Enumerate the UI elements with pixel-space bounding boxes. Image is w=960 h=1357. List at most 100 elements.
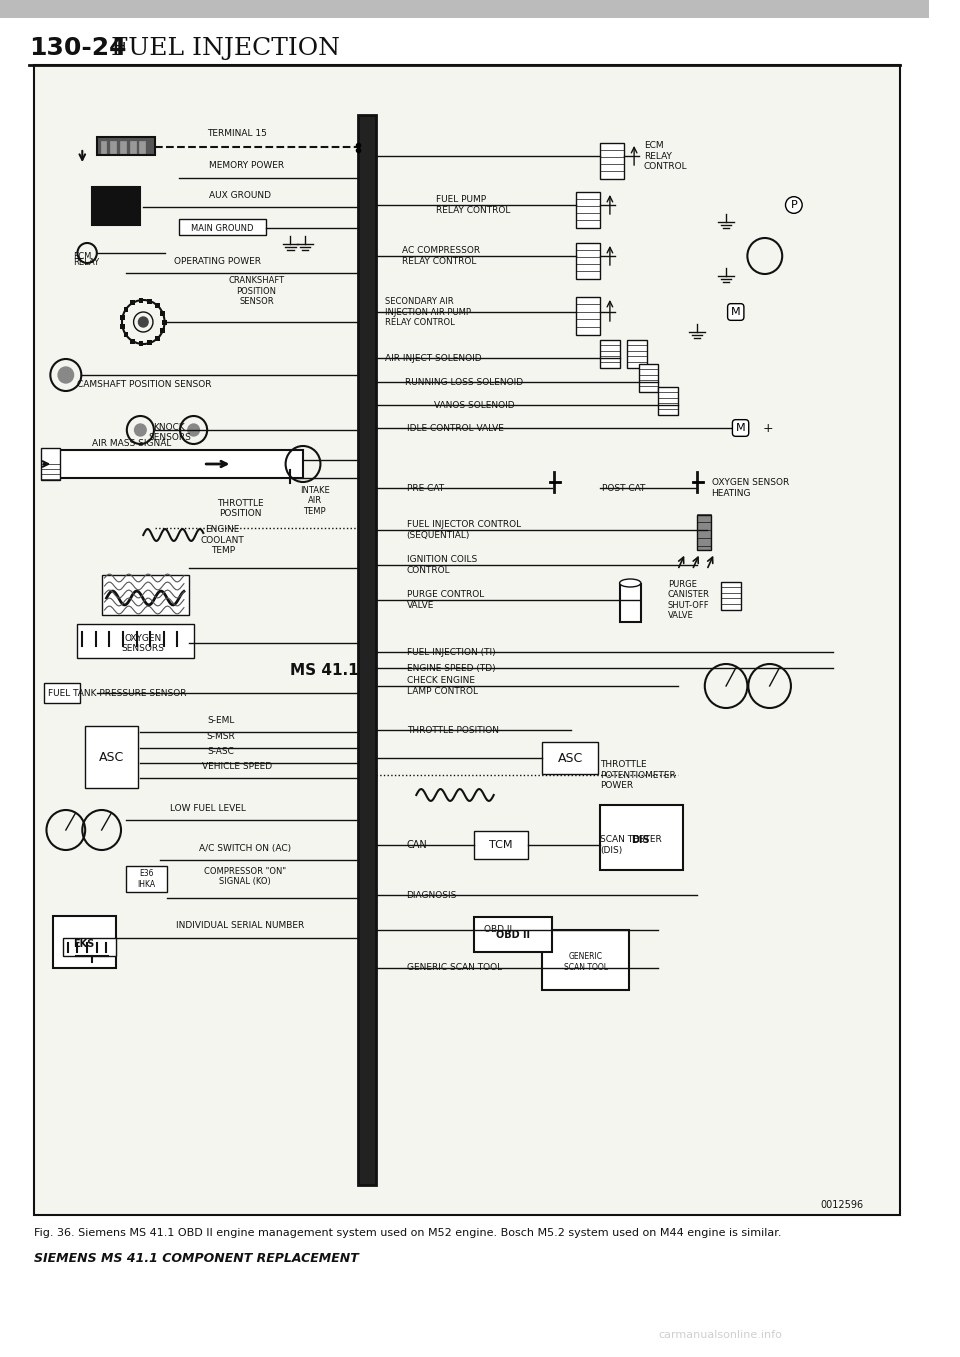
Text: KNOCK
SENSORS: KNOCK SENSORS <box>148 422 191 442</box>
Bar <box>659 387 678 415</box>
Text: ENGINE SPEED (TD): ENGINE SPEED (TD) <box>407 664 495 673</box>
Bar <box>542 742 598 773</box>
Text: IDLE CONTROL VALVE: IDLE CONTROL VALVE <box>407 423 503 433</box>
Bar <box>474 917 552 953</box>
Text: FUEL TANK PRESSURE SENSOR: FUEL TANK PRESSURE SENSOR <box>48 688 187 697</box>
Bar <box>138 342 143 346</box>
Text: GENERIC
SCAN TOOL: GENERIC SCAN TOOL <box>564 953 608 972</box>
Text: E36
IHKA: E36 IHKA <box>137 870 156 889</box>
Text: OBD II: OBD II <box>496 930 530 940</box>
Text: ASC: ASC <box>99 750 125 764</box>
Bar <box>148 341 153 346</box>
Text: VANOS SOLENOID: VANOS SOLENOID <box>434 400 515 410</box>
Text: AC COMPRESSOR
RELAY CONTROL: AC COMPRESSOR RELAY CONTROL <box>402 247 480 266</box>
Text: FUEL PUMP
RELAY CONTROL: FUEL PUMP RELAY CONTROL <box>436 195 510 214</box>
Text: ECM: ECM <box>74 252 92 261</box>
Text: OXYGEN SENSOR
HEATING: OXYGEN SENSOR HEATING <box>711 478 789 498</box>
Bar <box>600 341 619 368</box>
Text: INTAKE
AIR
TEMP: INTAKE AIR TEMP <box>300 486 329 516</box>
Text: Fig. 36. Siemens MS 41.1 OBD II engine management system used on M52 engine. Bos: Fig. 36. Siemens MS 41.1 OBD II engine m… <box>34 1228 781 1238</box>
Text: LOW FUEL LEVEL: LOW FUEL LEVEL <box>170 803 246 813</box>
Text: carmanualsonline.info: carmanualsonline.info <box>659 1330 782 1339</box>
Text: CHECK ENGINE
LAMP CONTROL: CHECK ENGINE LAMP CONTROL <box>407 676 478 696</box>
Bar <box>53 916 116 968</box>
Bar <box>576 191 600 228</box>
Text: MS 41.1: MS 41.1 <box>290 662 359 677</box>
Text: THROTTLE
POSITION: THROTTLE POSITION <box>217 498 263 518</box>
Text: ENGINE
COOLANT
TEMP: ENGINE COOLANT TEMP <box>201 525 245 555</box>
Text: TERMINAL 15: TERMINAL 15 <box>207 129 267 138</box>
Text: MAIN GROUND: MAIN GROUND <box>191 224 253 232</box>
Text: FUEL INJECTION: FUEL INJECTION <box>111 37 341 60</box>
Bar <box>576 243 600 280</box>
Bar <box>124 307 129 312</box>
Circle shape <box>138 318 148 327</box>
Text: VEHICLE SPEED: VEHICLE SPEED <box>203 763 273 771</box>
Bar <box>56 451 303 478</box>
Bar <box>120 324 125 330</box>
Text: 130-24: 130-24 <box>29 37 127 60</box>
Text: CAMSHAFT POSITION SENSOR: CAMSHAFT POSITION SENSOR <box>78 380 212 389</box>
Text: FUEL INJECTOR CONTROL
(SEQUENTIAL): FUEL INJECTOR CONTROL (SEQUENTIAL) <box>407 520 520 540</box>
Text: M: M <box>731 307 740 318</box>
Bar <box>138 297 143 303</box>
Text: OXYGEN
SENSORS: OXYGEN SENSORS <box>122 634 165 653</box>
Bar <box>124 332 129 338</box>
Text: POST CAT: POST CAT <box>602 483 645 493</box>
Bar <box>0 0 929 18</box>
Bar <box>130 141 135 153</box>
Text: S-ASC: S-ASC <box>207 746 234 756</box>
Text: PRE CAT: PRE CAT <box>407 483 444 493</box>
Text: GENERIC SCAN TOOL: GENERIC SCAN TOOL <box>407 963 502 973</box>
Circle shape <box>188 423 200 436</box>
Text: A/C SWITCH ON (AC): A/C SWITCH ON (AC) <box>199 844 291 854</box>
Bar <box>102 575 189 615</box>
Ellipse shape <box>619 579 641 588</box>
Text: S-EML: S-EML <box>207 716 234 725</box>
Bar <box>63 938 116 955</box>
Bar <box>156 303 160 308</box>
Bar <box>697 516 710 550</box>
Bar <box>721 582 740 611</box>
Bar <box>474 830 528 859</box>
Bar <box>131 300 135 305</box>
Text: CAN: CAN <box>407 840 427 849</box>
Text: CRANKSHAFT
POSITION
SENSOR: CRANKSHAFT POSITION SENSOR <box>228 277 284 305</box>
Text: RELAY: RELAY <box>74 258 100 267</box>
Text: P: P <box>790 199 797 210</box>
Bar <box>40 448 60 480</box>
Text: DIAGNOSIS: DIAGNOSIS <box>407 890 457 900</box>
Text: PURGE CONTROL
VALVE: PURGE CONTROL VALVE <box>407 590 484 609</box>
Bar <box>542 930 629 991</box>
Bar <box>576 297 600 335</box>
Bar <box>600 142 624 179</box>
Text: S-MSR: S-MSR <box>206 731 235 741</box>
Bar <box>85 726 138 788</box>
Bar <box>639 364 659 392</box>
Text: SCAN TESTER
(DIS): SCAN TESTER (DIS) <box>600 836 662 855</box>
Circle shape <box>59 366 74 383</box>
Text: AIR INJECT SOLENOID: AIR INJECT SOLENOID <box>385 354 482 362</box>
Bar <box>43 683 81 703</box>
Text: TCM: TCM <box>490 840 513 849</box>
Text: ASC: ASC <box>558 752 583 764</box>
Text: EKS: EKS <box>74 939 95 949</box>
Text: THROTTLE POSITION: THROTTLE POSITION <box>407 726 498 734</box>
Bar <box>180 218 266 235</box>
Bar <box>131 338 135 343</box>
Circle shape <box>134 423 146 436</box>
Bar <box>148 299 153 304</box>
Text: COMPRESSOR "ON"
SIGNAL (KO): COMPRESSOR "ON" SIGNAL (KO) <box>204 867 286 886</box>
Bar <box>34 65 900 1215</box>
Bar <box>160 328 165 334</box>
Bar <box>110 141 116 153</box>
Text: +: + <box>763 422 774 434</box>
Text: M: M <box>735 423 745 433</box>
Text: OBD II: OBD II <box>484 925 513 935</box>
Bar <box>139 141 145 153</box>
Bar <box>619 584 641 622</box>
Bar <box>97 137 155 155</box>
Bar <box>156 335 160 341</box>
Bar <box>160 311 165 316</box>
Text: SECONDARY AIR
INJECTION AIR PUMP
RELAY CONTROL: SECONDARY AIR INJECTION AIR PUMP RELAY C… <box>385 297 471 327</box>
